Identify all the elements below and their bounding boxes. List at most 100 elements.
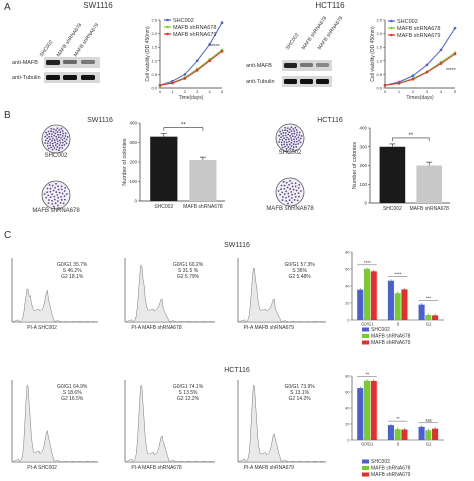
data-point (453, 26, 457, 30)
culture-dish (41, 180, 71, 210)
significance-bracket (392, 137, 430, 141)
colony (278, 138, 281, 141)
colony (60, 188, 63, 191)
colony (47, 199, 50, 201)
x-axis-label: Time(days) (179, 95, 204, 101)
bar (379, 146, 406, 203)
colony (44, 142, 47, 144)
colony (291, 182, 293, 185)
x-tick-label: 1 (398, 89, 401, 94)
phase-percentage: S 31.5 % (178, 268, 199, 274)
colony (65, 138, 68, 141)
colony (49, 144, 52, 147)
colony (282, 134, 284, 137)
colony (280, 188, 282, 191)
colony (294, 182, 297, 185)
y-tick-label: 100 (129, 179, 137, 184)
colony (281, 191, 284, 194)
series-line (159, 22, 223, 86)
legend-label: SHC002 (371, 327, 390, 333)
colony (283, 184, 286, 187)
colony (48, 133, 51, 135)
x-tick-label: 5 (221, 89, 224, 94)
y-tick-label: 200 (129, 160, 137, 165)
colony (53, 195, 56, 198)
colony (283, 193, 286, 196)
colony (286, 144, 289, 146)
colony (51, 148, 54, 151)
colony (45, 196, 48, 199)
blot-band (300, 79, 313, 84)
colony (51, 184, 54, 187)
colony (58, 144, 61, 147)
colony (297, 136, 300, 139)
colony (294, 185, 297, 188)
colony (54, 186, 56, 189)
colony (281, 146, 284, 149)
colony (56, 200, 59, 202)
phase-percentage: S 18.6% (63, 390, 82, 396)
colony (293, 138, 295, 141)
bar (418, 304, 425, 320)
y-tick-label: 0 (364, 201, 367, 206)
legend-marker (166, 25, 169, 29)
colony (55, 182, 57, 185)
y-tick-label: 60 (345, 267, 349, 271)
data-point (183, 77, 187, 80)
colony (63, 143, 66, 146)
colony (284, 134, 287, 137)
histogram-trace (124, 384, 216, 463)
colony (279, 130, 281, 133)
colony (57, 196, 60, 199)
colony (46, 187, 49, 190)
colony (44, 139, 47, 142)
colony (51, 203, 54, 205)
panel-label-b: B (4, 110, 11, 121)
blot-band (316, 63, 329, 67)
row-a-left-title: SW1116 (83, 1, 113, 10)
colony (279, 193, 282, 196)
legend-label: MAFB shRNA678 (371, 334, 411, 340)
colony (60, 185, 63, 188)
colony (47, 202, 50, 205)
x-tick-label: 2 (412, 89, 415, 94)
colony (284, 129, 286, 132)
phase-percentage: G2 16.5% (61, 396, 84, 402)
y-tick-label: 0 (347, 438, 349, 442)
histogram-x-label: PI-A MAFB shRNA678 (131, 325, 182, 331)
colony (292, 146, 295, 148)
y-tick-label: 60 (345, 390, 349, 394)
y-axis-label: Cell viability (OD 450nm) (145, 26, 151, 82)
colony (58, 147, 61, 149)
colony (290, 126, 293, 129)
colony (286, 129, 289, 132)
colony (288, 131, 291, 134)
dish-label: SHC002 (279, 150, 302, 156)
colony (287, 138, 290, 141)
colony (290, 145, 293, 147)
colony (57, 188, 60, 191)
y-tick-label: 200 (359, 163, 367, 168)
colony (52, 130, 55, 133)
colony (291, 193, 294, 196)
bar (387, 280, 394, 320)
colony (298, 134, 301, 136)
colony (62, 202, 65, 205)
colony (293, 140, 296, 143)
colony (278, 141, 281, 143)
blot-lane-label: SHC002 (39, 39, 55, 58)
legend-label: SHC002 (173, 18, 194, 24)
colony (51, 193, 54, 196)
colony (291, 132, 293, 135)
colony (46, 142, 49, 145)
colony (281, 129, 284, 132)
significance-marker: **** (364, 260, 371, 265)
bar (387, 425, 394, 440)
y-tick-label: 20 (345, 301, 349, 305)
legend-marker (166, 32, 169, 36)
line-chart-sw1116: 0.0 0.5 1.0 1.5 2.0 2.5 0 1 2 3 4 5 Time(days) Cell v… (145, 18, 224, 102)
bar (401, 429, 408, 440)
colony (51, 142, 54, 145)
x-axis-label: Times(days) (406, 95, 434, 101)
colony (285, 147, 288, 150)
